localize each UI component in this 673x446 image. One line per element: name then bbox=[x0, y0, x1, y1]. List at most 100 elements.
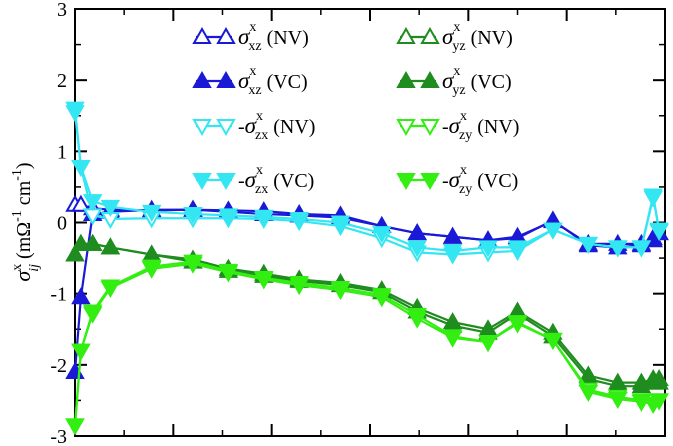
data-point bbox=[330, 280, 351, 298]
data-point bbox=[100, 237, 121, 255]
legend-sign: - bbox=[238, 170, 245, 192]
legend-label: -σx zy (NV) bbox=[442, 109, 519, 143]
data-point bbox=[82, 304, 103, 322]
data-point bbox=[289, 275, 309, 294]
y-tick-label: 2 bbox=[57, 70, 67, 92]
legend-superscript: x bbox=[460, 163, 467, 178]
legend-label: σx yz (VC) bbox=[442, 64, 512, 98]
legend-subscript: xz bbox=[248, 83, 261, 98]
legend-superscript: x bbox=[453, 20, 460, 35]
data-point bbox=[82, 233, 103, 251]
legend-subscript: zy bbox=[459, 128, 472, 143]
series-5 bbox=[65, 233, 669, 394]
data-point bbox=[71, 194, 91, 212]
data-point bbox=[543, 332, 563, 350]
legend-symbol: σ bbox=[449, 113, 462, 138]
y-tick-label: 3 bbox=[57, 0, 67, 21]
legend-marker bbox=[216, 70, 236, 88]
legend-marker bbox=[216, 119, 236, 137]
data-point bbox=[71, 233, 91, 251]
legend-suffix: (NV) bbox=[466, 27, 513, 49]
data-point bbox=[141, 259, 162, 277]
y-tick-label: 0 bbox=[57, 213, 67, 235]
legend-symbol: σ bbox=[238, 24, 251, 49]
data-point bbox=[407, 223, 427, 241]
legend-marker bbox=[192, 173, 212, 191]
legend-item: -σx zy (VC) bbox=[396, 163, 518, 197]
data-point bbox=[218, 208, 239, 226]
ylabel-unit-sup1: -1 bbox=[10, 210, 25, 222]
data-point bbox=[254, 209, 274, 227]
legend-subscript: zx bbox=[255, 182, 268, 197]
ylabel-subscript: ij bbox=[27, 264, 42, 272]
legend-symbol: σ bbox=[245, 113, 258, 138]
ylabel-unit-mid: cm bbox=[13, 180, 35, 210]
ylabel-unit-open: (mΩ bbox=[13, 222, 35, 264]
legend-item: -σx zy (NV) bbox=[396, 109, 519, 143]
legend-marker bbox=[420, 70, 440, 88]
data-point bbox=[478, 335, 498, 353]
legend-marker bbox=[192, 119, 212, 137]
legend-label: -σx zx (NV) bbox=[238, 109, 315, 143]
data-point bbox=[254, 271, 274, 289]
legend: σx xz (NV)σx xz (VC)-σx zx (NV)-σx zx (VC)σx… bbox=[192, 20, 519, 197]
series-line bbox=[73, 260, 660, 426]
legend-superscript: x bbox=[249, 20, 256, 35]
legend-marker bbox=[396, 173, 416, 191]
data-point bbox=[578, 384, 599, 402]
data-point bbox=[330, 215, 351, 233]
legend-marker bbox=[216, 173, 236, 191]
ylabel-unit-close: ) bbox=[13, 162, 35, 169]
y-tick-label: -3 bbox=[50, 426, 67, 446]
legend-label: -σx zy (VC) bbox=[442, 163, 518, 197]
series-3 bbox=[65, 101, 669, 261]
data-point bbox=[643, 188, 663, 206]
data-point bbox=[507, 240, 528, 258]
legend-marker bbox=[396, 119, 416, 137]
data-point bbox=[407, 308, 427, 326]
legend-symbol: σ bbox=[449, 167, 462, 192]
legend-item: σx xz (VC) bbox=[192, 64, 308, 98]
data-point bbox=[442, 243, 463, 261]
data-point bbox=[649, 393, 669, 411]
data-point bbox=[543, 222, 563, 240]
data-point bbox=[71, 159, 91, 178]
data-point bbox=[82, 194, 103, 212]
legend-sign: - bbox=[442, 116, 449, 138]
data-point bbox=[442, 226, 463, 244]
legend-superscript: x bbox=[256, 109, 263, 124]
data-point bbox=[71, 343, 91, 361]
legend-item: -σx zx (VC) bbox=[192, 163, 314, 197]
legend-subscript: zx bbox=[255, 128, 268, 143]
data-point bbox=[372, 226, 392, 244]
legend-suffix: (VC) bbox=[472, 170, 518, 192]
legend-label: σx xz (VC) bbox=[238, 64, 308, 98]
data-point bbox=[507, 315, 528, 333]
legend-marker bbox=[396, 70, 416, 88]
legend-symbol: σ bbox=[238, 68, 251, 93]
data-point bbox=[578, 236, 599, 254]
data-point bbox=[100, 199, 121, 217]
legend-superscript: x bbox=[256, 163, 263, 178]
data-point bbox=[649, 372, 669, 390]
data-point bbox=[218, 263, 239, 281]
legend-marker bbox=[216, 26, 236, 44]
legend-suffix: (NV) bbox=[268, 116, 315, 138]
legend-subscript: zy bbox=[459, 182, 472, 197]
legend-subscript: yz bbox=[452, 39, 465, 54]
data-point bbox=[289, 211, 309, 229]
legend-symbol: σ bbox=[245, 167, 258, 192]
legend-suffix: (NV) bbox=[472, 116, 519, 138]
data-point bbox=[71, 287, 91, 305]
series-7 bbox=[65, 254, 669, 436]
data-point bbox=[141, 204, 162, 222]
y-tick-label: -2 bbox=[50, 355, 67, 377]
legend-label: σx yz (NV) bbox=[442, 20, 513, 54]
data-point bbox=[100, 279, 121, 297]
legend-suffix: (NV) bbox=[262, 27, 309, 49]
legend-subscript: yz bbox=[452, 83, 465, 98]
legend-label: σx xz (NV) bbox=[238, 20, 309, 54]
legend-marker bbox=[396, 26, 416, 44]
data-point bbox=[65, 418, 85, 436]
legend-marker bbox=[192, 26, 212, 44]
